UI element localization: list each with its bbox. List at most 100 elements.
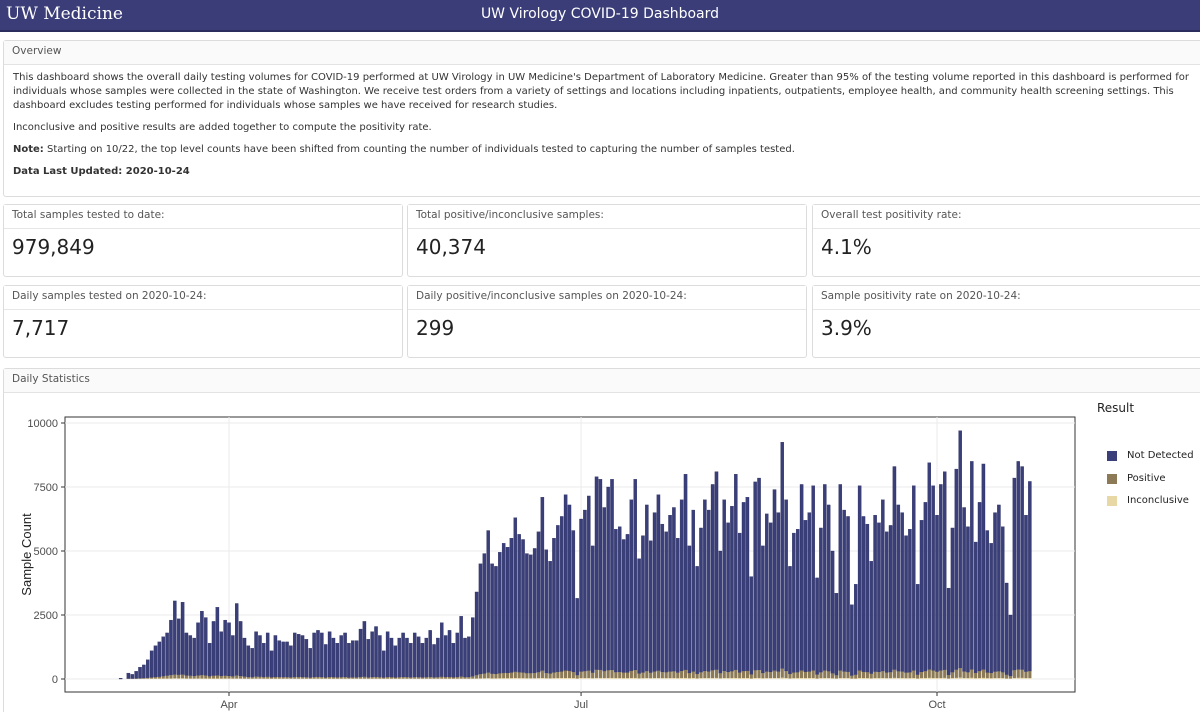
bar-inconclusive — [552, 678, 556, 679]
bar-not-detected — [471, 617, 475, 677]
bar-inconclusive — [707, 678, 711, 679]
bar-inconclusive — [962, 678, 966, 679]
bar-positive — [389, 677, 394, 679]
bar-not-detected — [861, 516, 866, 673]
bar-inconclusive — [958, 677, 962, 679]
bar-positive — [498, 673, 502, 679]
bar-positive — [447, 676, 452, 679]
bar-not-detected — [138, 667, 142, 679]
bar-inconclusive — [180, 678, 185, 679]
overview-heading: Overview — [4, 41, 1200, 65]
stat-label: Daily samples tested on 2020-10-24: — [4, 286, 402, 310]
bar-inconclusive — [1024, 678, 1028, 679]
bar-positive — [393, 677, 397, 679]
bar-not-detected — [676, 538, 680, 673]
bar-not-detected — [432, 644, 436, 678]
bar-not-detected — [838, 484, 843, 671]
bar-not-detected — [130, 674, 135, 679]
bar-positive — [896, 671, 900, 679]
bar-positive — [765, 671, 769, 679]
bar-inconclusive — [734, 677, 738, 679]
bar-not-detected — [308, 648, 312, 678]
bar-not-detected — [935, 515, 939, 672]
bar-inconclusive — [780, 677, 784, 679]
bar-not-detected — [854, 584, 858, 675]
bar-inconclusive — [858, 678, 862, 679]
note-text: Starting on 10/22, the top level counts … — [43, 144, 795, 155]
bar-positive — [943, 669, 947, 678]
bar-positive — [854, 674, 858, 679]
bar-positive — [463, 677, 467, 679]
bar-not-detected — [505, 547, 510, 674]
bar-positive — [451, 677, 455, 679]
bar-not-detected — [1024, 515, 1028, 672]
bar-positive — [1024, 671, 1028, 679]
bar-inconclusive — [784, 678, 788, 679]
bar-not-detected — [409, 643, 413, 678]
bar-positive — [386, 677, 390, 679]
bar-inconclusive — [641, 678, 645, 679]
bar-positive — [432, 677, 436, 679]
bar-inconclusive — [788, 678, 792, 679]
bar-positive — [1012, 670, 1016, 679]
bar-not-detected — [536, 531, 541, 673]
bar-not-detected — [583, 509, 587, 672]
bar-not-detected — [652, 512, 657, 672]
bar-not-detected — [385, 631, 390, 678]
bar-not-detected — [618, 526, 622, 673]
bar-not-detected — [699, 527, 703, 673]
bar-not-detected — [552, 538, 556, 673]
bar-not-detected — [761, 545, 765, 674]
bar-inconclusive — [931, 678, 935, 679]
bar-positive — [788, 673, 792, 679]
bar-positive — [1020, 669, 1024, 678]
bar-positive — [467, 677, 471, 679]
stat-label: Total positive/inconclusive samples: — [408, 205, 806, 229]
bar-not-detected — [768, 522, 773, 673]
bar-positive — [711, 670, 715, 679]
bar-not-detected — [265, 632, 270, 677]
bar-not-detected — [517, 534, 521, 673]
bar-not-detected — [498, 552, 502, 674]
bar-positive — [297, 676, 301, 679]
bar-positive — [718, 673, 722, 679]
bar-positive — [324, 677, 328, 679]
bar-not-detected — [927, 462, 931, 670]
bar-positive — [444, 677, 448, 679]
uw-medicine-logo[interactable]: UW Medicine — [6, 4, 123, 24]
bar-positive — [533, 672, 537, 679]
bar-positive — [300, 677, 305, 679]
bar-inconclusive — [699, 678, 703, 679]
bar-not-detected — [633, 479, 637, 671]
bar-positive — [680, 671, 684, 679]
bar-positive — [509, 672, 514, 679]
bar-not-detected — [873, 515, 877, 672]
bar-positive — [254, 676, 258, 679]
bar-positive — [277, 677, 281, 679]
bar-positive — [656, 670, 661, 679]
bar-positive — [355, 677, 359, 679]
bar-not-detected — [219, 631, 223, 677]
bar-not-detected — [741, 502, 746, 672]
bar-inconclusive — [544, 678, 548, 679]
bar-positive — [517, 672, 521, 679]
stat-daily-positivity: Sample positivity rate on 2020-10-24: 3.… — [812, 285, 1200, 358]
bar-not-detected — [211, 621, 216, 676]
bar-not-detected — [610, 479, 614, 671]
bar-positive — [807, 671, 811, 679]
bar-inconclusive — [912, 678, 916, 679]
bar-positive — [420, 677, 425, 679]
bar-inconclusive — [811, 678, 815, 679]
daily-statistics-chart[interactable]: 0 2500 5000 7500 10000 Apr Jul Oct Sample Count — [0, 392, 1090, 712]
bar-not-detected — [966, 526, 970, 673]
bar-positive — [536, 672, 541, 679]
bar-positive — [320, 677, 324, 679]
bar-not-detected — [451, 643, 456, 678]
bar-not-detected — [734, 474, 738, 671]
bar-not-detected — [501, 543, 506, 674]
bar-positive — [985, 672, 989, 679]
bar-not-detected — [556, 525, 560, 673]
bar-not-detected — [320, 632, 324, 678]
bar-inconclusive — [904, 678, 908, 679]
bar-not-detected — [807, 512, 812, 672]
